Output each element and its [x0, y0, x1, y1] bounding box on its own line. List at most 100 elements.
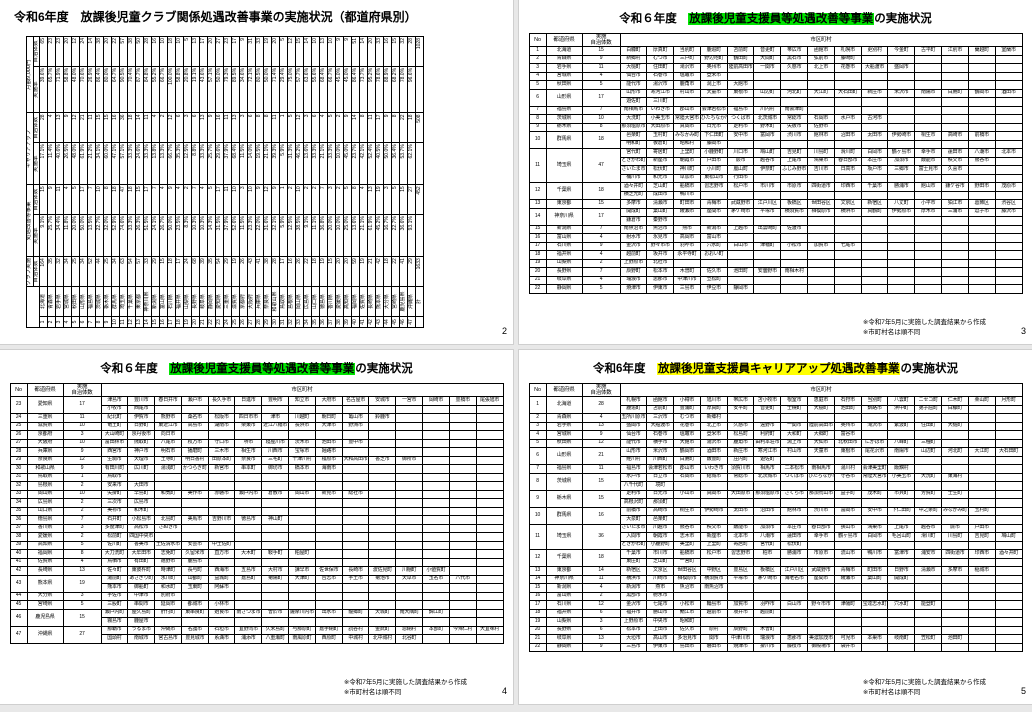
empty-cell: [941, 224, 969, 235]
career-rate: 48.0%: [71, 142, 80, 185]
shogu-rate: 21.1%: [359, 214, 368, 257]
pref-name: 埼玉県: [119, 286, 128, 317]
city-cell: 読谷村: [341, 625, 370, 636]
city-cell: 鈴鹿市: [368, 413, 397, 423]
empty-cell: [753, 583, 782, 593]
city-cell: 生駒市: [100, 455, 129, 466]
empty-cell: [261, 430, 290, 440]
getsugaku-count: 20: [103, 36, 112, 67]
pref-row: 21 岐阜県 4 瑞浪市 恵那市 中津川市 笠松町: [528, 275, 1023, 286]
row-no: 3: [55, 316, 64, 328]
header-club: クラブ実施: [26, 256, 33, 287]
pref-row: 5 秋田県 5 能代市 湯沢市 鹿角市 潟上市 大館市: [528, 80, 1023, 90]
empty-cell: [833, 97, 862, 107]
pref-name: 宮城県: [545, 71, 583, 82]
empty-cell: [994, 421, 1023, 432]
footnotes: ※令和7年5月に実施した調査結果から作成 ※市町村名は順不同: [862, 678, 986, 696]
empty-cell: [860, 173, 889, 184]
club-count: 39: [199, 256, 208, 287]
city-cell: 草加市: [673, 173, 701, 184]
pref-name: 三重県: [26, 413, 64, 423]
empty-cell: [994, 114, 1023, 124]
empty-cell: [395, 421, 424, 432]
city-cell: 横須賀市: [699, 574, 728, 585]
city-cell: 厚真町: [646, 46, 675, 56]
row-no: 1: [528, 46, 547, 56]
pref-row: 4 宮城県 34 11.8% 4 26.5% 9 58.8% 20: [63, 36, 72, 328]
city-cell: 葉山町: [646, 207, 675, 218]
empty-cell: [967, 515, 996, 525]
impl-count: 11: [581, 574, 621, 585]
city-cell: 可児市: [833, 634, 862, 644]
empty-cell: [914, 557, 943, 568]
getsugaku-count: 9: [343, 36, 352, 67]
city-cell: 穴水町: [887, 600, 916, 610]
empty-cell: [699, 97, 728, 107]
city-cell: 宝達志水町: [860, 600, 889, 610]
row-no: 34: [303, 316, 312, 328]
empty-cell: [860, 591, 889, 602]
city-cell: 北杜市: [646, 258, 675, 269]
city-cell: 春日井市: [154, 396, 182, 406]
city-cell: 佐渡市: [780, 224, 809, 235]
city-cell: 御坊市: [261, 464, 290, 474]
city-cell: 東根市: [726, 88, 755, 99]
city-cell: 吉川市: [807, 165, 835, 175]
empty-cell: [422, 540, 450, 551]
city-cell: 熊野市: [154, 413, 182, 423]
city-cell: 浦安市: [914, 549, 943, 559]
city-cell: 新座市: [646, 156, 675, 167]
empty-cell: [261, 506, 290, 517]
footnotes: ※令和7年5月に実施した調査結果から作成 ※市町村名は順不同: [862, 318, 986, 336]
pref-name: 沖縄県: [26, 625, 64, 644]
city-cell: 日光市: [699, 122, 728, 133]
getsugaku-count: 10: [175, 36, 184, 67]
pref-row: 39 高知県 20 25.0% 5 45.0% 9 45.0% 9: [343, 36, 352, 328]
row-no: 36: [319, 316, 328, 328]
club-count: 15: [159, 256, 168, 287]
impl-count: 7: [581, 267, 621, 277]
career-count: 6: [191, 112, 200, 143]
empty-cell: [475, 447, 504, 457]
city-cell: 山辺町: [914, 447, 943, 457]
empty-cell: [967, 216, 996, 226]
empty-cell: [753, 275, 782, 286]
career-rate: 33.3%: [199, 142, 208, 185]
city-cell: 平塚市: [726, 574, 755, 585]
getsugaku-rate: 95.2%: [367, 66, 376, 113]
city-cell: 座間市: [699, 207, 728, 218]
empty-cell: [994, 241, 1023, 252]
empty-cell: [914, 430, 943, 440]
city-cell: 大山崎町: [100, 430, 129, 440]
row-no: 13: [528, 566, 547, 576]
city-cell: 鶴ヶ島市: [833, 532, 862, 542]
city-cell: 音更町: [753, 46, 782, 56]
impl-count: 3: [62, 430, 102, 440]
row-no: 12: [127, 316, 136, 328]
city-cell: 嘉島町: [234, 574, 263, 585]
city-cell: 会津若松市: [699, 105, 728, 116]
pref-row: 14 神奈川県 11 横浜市 川崎市 相模原市 横須賀市 平塚市 茅ケ崎市 海老名市 座間市 綾瀬市葉…: [528, 574, 1023, 585]
empty-cell: [887, 642, 916, 653]
pref-row: 37 香川県 3 多度津町 高松市 さぬき市: [9, 523, 504, 534]
career-count: 2: [159, 112, 168, 143]
empty-cell: [753, 216, 782, 226]
empty-cell: [726, 250, 755, 260]
row-no: 14: [528, 207, 547, 226]
shogu-count: 7: [151, 184, 160, 215]
city-cell: 本巣市: [860, 634, 889, 644]
getsugaku-rate: 68.2%: [391, 66, 400, 113]
club-count: 35: [47, 256, 56, 287]
empty-cell: [448, 421, 477, 432]
city-cell: 仙台市: [619, 430, 648, 440]
pref-name: 大阪府: [247, 286, 256, 317]
empty-cell: [699, 258, 728, 269]
city-cell: 熊取町: [127, 438, 156, 449]
getsugaku-rate: 43.6%: [199, 66, 208, 113]
empty-cell: [994, 430, 1023, 440]
empty-cell: [914, 258, 943, 269]
empty-cell: [941, 275, 969, 286]
row-no: 36: [9, 515, 28, 525]
empty-cell: [395, 523, 424, 534]
empty-cell: [368, 523, 397, 534]
